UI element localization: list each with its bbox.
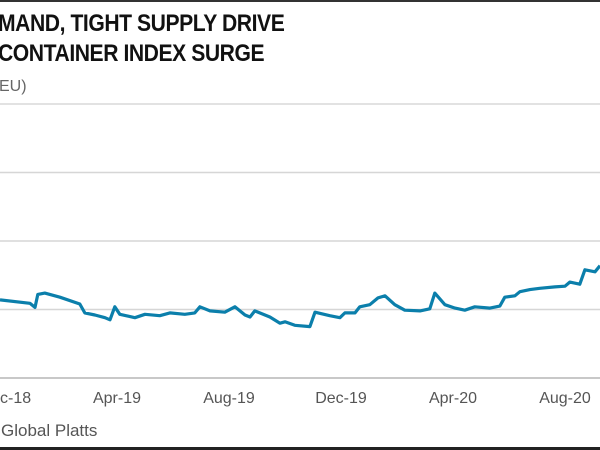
y-axis-unit: EU) bbox=[0, 78, 27, 95]
x-tick-label: Apr-20 bbox=[429, 390, 477, 407]
source-note: Global Platts bbox=[1, 421, 98, 440]
chart-title-line-1: MAND, TIGHT SUPPLY DRIVE bbox=[0, 10, 285, 37]
x-tick-label: Aug-19 bbox=[203, 390, 255, 407]
x-tick-label: c-18 bbox=[0, 390, 31, 407]
x-tick-label: Aug-20 bbox=[539, 390, 591, 407]
series-line-index bbox=[0, 264, 600, 329]
bottom-border bbox=[0, 447, 600, 450]
x-tick-label: Apr-19 bbox=[93, 390, 141, 407]
x-tick-label: Dec-19 bbox=[315, 390, 367, 407]
chart-title-line-2: CONTAINER INDEX SURGE bbox=[0, 40, 265, 67]
top-border bbox=[0, 0, 600, 2]
